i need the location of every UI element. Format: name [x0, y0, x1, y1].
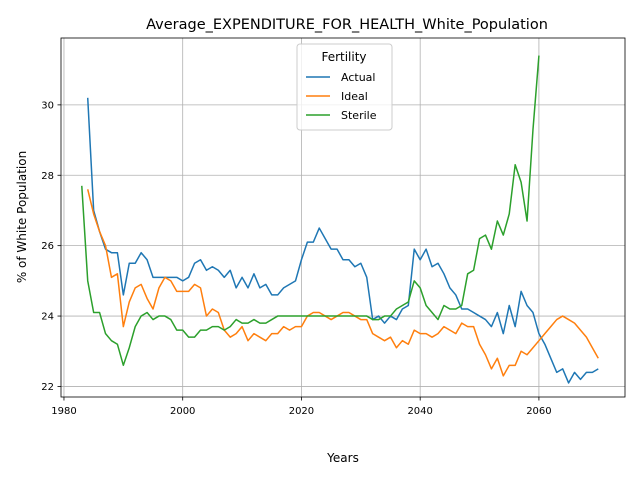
- legend-title: Fertility: [321, 50, 366, 64]
- x-tick-label: 1980: [51, 406, 76, 417]
- y-axis-label: % of White Population: [15, 151, 29, 283]
- legend: Fertility Actual Ideal Sterile: [296, 43, 393, 131]
- x-axis-label: Years: [326, 451, 359, 465]
- x-tick-label: 2060: [526, 406, 551, 417]
- y-axis-ticks: 22 24 26 28 30: [41, 100, 61, 393]
- chart-title: Average_EXPENDITURE_FOR_HEALTH_White_Pop…: [146, 17, 548, 33]
- y-tick-label: 24: [41, 312, 54, 323]
- y-tick-label: 26: [41, 241, 54, 252]
- legend-label-actual: Actual: [341, 71, 375, 84]
- y-tick-label: 22: [41, 382, 54, 393]
- series-line-actual: [86, 97, 599, 384]
- series-line-ideal: [86, 189, 599, 377]
- legend-frame: [296, 43, 393, 131]
- x-axis-ticks: 1980 2000 2020 2040 2060: [51, 397, 552, 417]
- series-line-sterile: [81, 55, 540, 367]
- legend-label-ideal: Ideal: [341, 90, 368, 103]
- y-tick-label: 28: [41, 171, 54, 182]
- x-tick-label: 2020: [289, 406, 314, 417]
- x-tick-label: 2000: [170, 406, 195, 417]
- plot-frame: [60, 37, 626, 398]
- y-tick-label: 30: [41, 100, 54, 111]
- x-tick-label: 2040: [407, 406, 432, 417]
- series-lines: [81, 55, 599, 384]
- legend-label-sterile: Sterile: [341, 109, 377, 122]
